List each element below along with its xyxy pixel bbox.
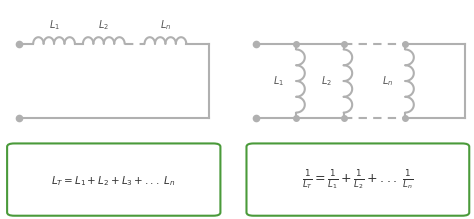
Text: $L_T = L_1 + L_2 + L_3 + ...\ L_n$: $L_T = L_1 + L_2 + L_3 + ...\ L_n$ [51,174,176,188]
Text: $L_2$: $L_2$ [321,74,332,88]
Text: $L_2$: $L_2$ [98,18,109,32]
Text: $\frac{1}{L_T} = \frac{1}{L_1} + \frac{1}{L_2} + ...\ \frac{1}{L_n}$: $\frac{1}{L_T} = \frac{1}{L_1} + \frac{1… [302,169,414,192]
FancyBboxPatch shape [7,143,220,216]
Text: $L_n$: $L_n$ [160,18,171,32]
Text: $L_1$: $L_1$ [273,74,284,88]
Text: $L_n$: $L_n$ [382,74,393,88]
Text: $L_1$: $L_1$ [48,18,60,32]
FancyBboxPatch shape [246,143,469,216]
